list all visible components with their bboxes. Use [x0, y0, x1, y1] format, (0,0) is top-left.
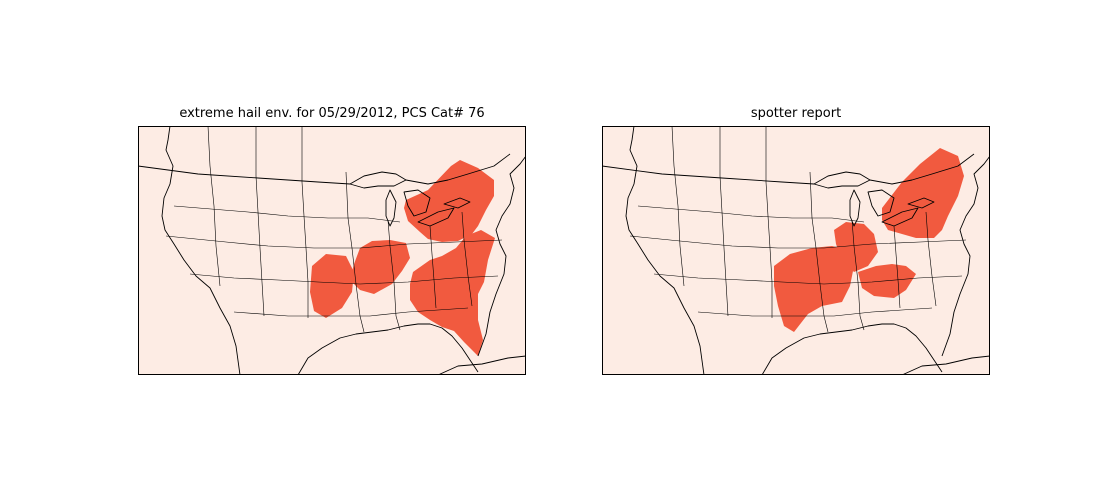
map-frame — [138, 126, 526, 375]
great-lakes-erie — [417, 207, 455, 227]
hail-region-southeast — [410, 230, 495, 356]
canada-border — [602, 153, 975, 185]
west-coastline — [625, 126, 705, 375]
state-borders — [165, 126, 503, 333]
hail-regions — [310, 160, 495, 356]
left-map-title: extreme hail env. for 05/29/2012, PCS Ca… — [179, 106, 485, 121]
canada-border — [138, 153, 511, 185]
spotter-region-midwest — [834, 222, 878, 272]
hail-region-southern-plains — [310, 254, 354, 318]
gulf-of-mexico-south — [901, 355, 990, 375]
spotter-region-deep-south — [858, 264, 916, 298]
east-coastline — [477, 155, 526, 357]
great-lakes-michigan — [385, 189, 397, 227]
left-map — [138, 126, 526, 375]
west-coastline — [161, 126, 241, 375]
gulf-coastline — [297, 323, 479, 375]
great-lakes-michigan — [849, 189, 861, 227]
right-map-title: spotter report — [750, 106, 842, 121]
gulf-coastline — [761, 323, 943, 375]
hail-region-northeast — [404, 160, 494, 242]
map-lines — [602, 126, 990, 375]
map-lines — [138, 126, 526, 375]
great-lakes-ontario — [907, 197, 935, 209]
great-lakes-ontario — [443, 197, 471, 209]
hail-region-tennessee-valley — [350, 240, 410, 294]
gulf-of-mexico-south — [437, 355, 526, 375]
east-coastline — [941, 155, 990, 357]
great-lakes-huron — [403, 189, 431, 217]
great-lakes-huron — [867, 189, 895, 217]
state-borders — [629, 126, 967, 333]
right-map — [602, 126, 990, 375]
great-lakes-erie — [881, 207, 919, 227]
map-frame — [602, 126, 990, 375]
spotter-region-southern-plains — [774, 246, 854, 332]
